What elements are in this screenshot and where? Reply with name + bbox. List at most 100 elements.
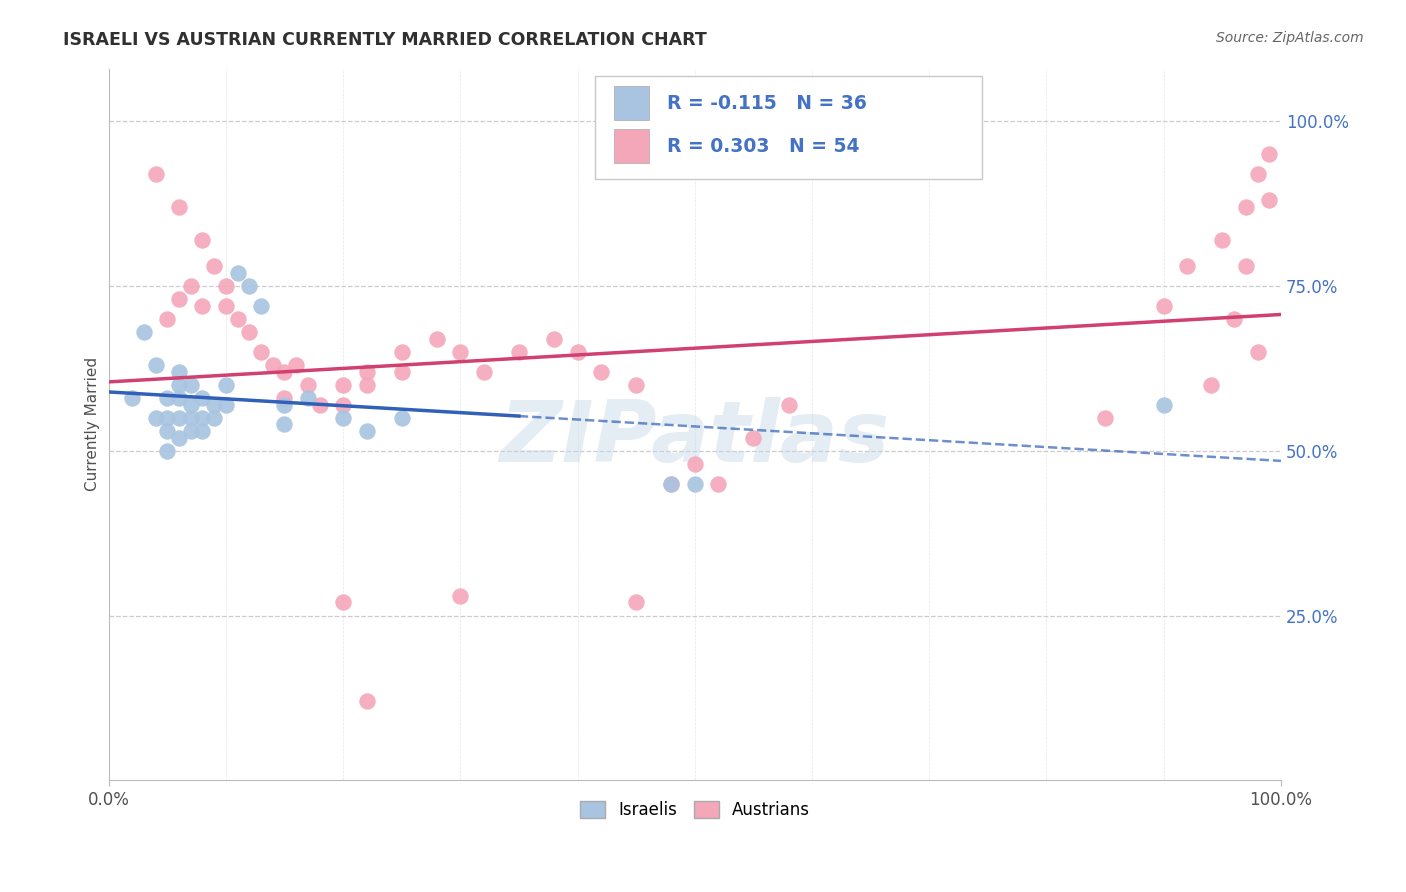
Point (1094, 410, 1116, 425)
Point (391, 345, 413, 359)
Point (226, 312, 249, 326)
Point (426, 332, 449, 346)
Point (238, 279, 260, 293)
Point (215, 398, 238, 412)
Point (543, 332, 565, 346)
Point (659, 476, 682, 491)
Point (1153, 299, 1175, 313)
FancyBboxPatch shape (595, 76, 981, 178)
Point (167, 410, 190, 425)
Point (332, 595, 354, 609)
Point (191, 299, 214, 313)
Point (1258, 147, 1281, 161)
Point (238, 325, 260, 339)
Point (180, 424, 202, 438)
Point (589, 365, 612, 379)
Point (1211, 233, 1233, 247)
Point (1246, 167, 1268, 181)
Point (145, 410, 167, 425)
Point (156, 312, 179, 326)
Point (202, 259, 225, 273)
Y-axis label: Currently Married: Currently Married (86, 358, 100, 491)
Point (180, 410, 202, 425)
Point (297, 391, 319, 405)
Point (1234, 200, 1257, 214)
Point (250, 345, 273, 359)
Point (567, 345, 589, 359)
Point (191, 424, 214, 438)
Point (1153, 398, 1175, 412)
Point (167, 431, 190, 445)
Point (1258, 194, 1281, 208)
Point (356, 424, 378, 438)
Point (215, 279, 238, 293)
Point (297, 377, 319, 392)
Point (180, 279, 202, 293)
Point (683, 457, 706, 471)
Point (145, 358, 167, 372)
Point (202, 410, 225, 425)
Point (1234, 259, 1257, 273)
Point (191, 233, 214, 247)
Point (707, 476, 730, 491)
Point (273, 365, 295, 379)
Point (1175, 259, 1198, 273)
Point (167, 292, 190, 306)
Point (156, 424, 179, 438)
Point (332, 398, 354, 412)
Point (391, 365, 413, 379)
Point (1223, 312, 1246, 326)
Text: R = -0.115   N = 36: R = -0.115 N = 36 (666, 94, 866, 113)
Point (449, 345, 471, 359)
Point (273, 398, 295, 412)
FancyBboxPatch shape (614, 87, 650, 120)
Point (273, 391, 295, 405)
Point (180, 398, 202, 412)
Point (156, 443, 179, 458)
Point (356, 694, 378, 708)
Text: ISRAELI VS AUSTRIAN CURRENTLY MARRIED CORRELATION CHART: ISRAELI VS AUSTRIAN CURRENTLY MARRIED CO… (63, 31, 707, 49)
Point (508, 345, 530, 359)
Point (308, 398, 330, 412)
Point (624, 377, 647, 392)
FancyBboxPatch shape (614, 129, 650, 163)
Point (167, 200, 190, 214)
Point (250, 299, 273, 313)
Point (145, 167, 167, 181)
Point (191, 410, 214, 425)
Point (262, 358, 284, 372)
Point (132, 325, 155, 339)
Point (167, 391, 190, 405)
Point (226, 266, 249, 280)
Point (356, 365, 378, 379)
Text: ZIPatlas: ZIPatlas (499, 397, 890, 480)
Point (121, 391, 143, 405)
Point (285, 358, 308, 372)
Point (167, 365, 190, 379)
Point (215, 377, 238, 392)
Point (332, 410, 354, 425)
Point (180, 377, 202, 392)
Point (215, 299, 238, 313)
Point (742, 431, 765, 445)
Point (683, 476, 706, 491)
Point (191, 391, 214, 405)
Point (391, 410, 413, 425)
Point (332, 377, 354, 392)
Point (273, 417, 295, 432)
Point (356, 377, 378, 392)
Point (1199, 377, 1222, 392)
Legend: Israelis, Austrians: Israelis, Austrians (574, 794, 817, 825)
Text: Source: ZipAtlas.com: Source: ZipAtlas.com (1216, 31, 1364, 45)
Point (472, 365, 495, 379)
Text: R = 0.303   N = 54: R = 0.303 N = 54 (666, 136, 859, 155)
Point (156, 391, 179, 405)
Point (156, 410, 179, 425)
Point (202, 398, 225, 412)
Point (659, 476, 682, 491)
Point (167, 377, 190, 392)
Point (778, 398, 800, 412)
Point (1246, 345, 1268, 359)
Point (449, 589, 471, 603)
Point (624, 595, 647, 609)
